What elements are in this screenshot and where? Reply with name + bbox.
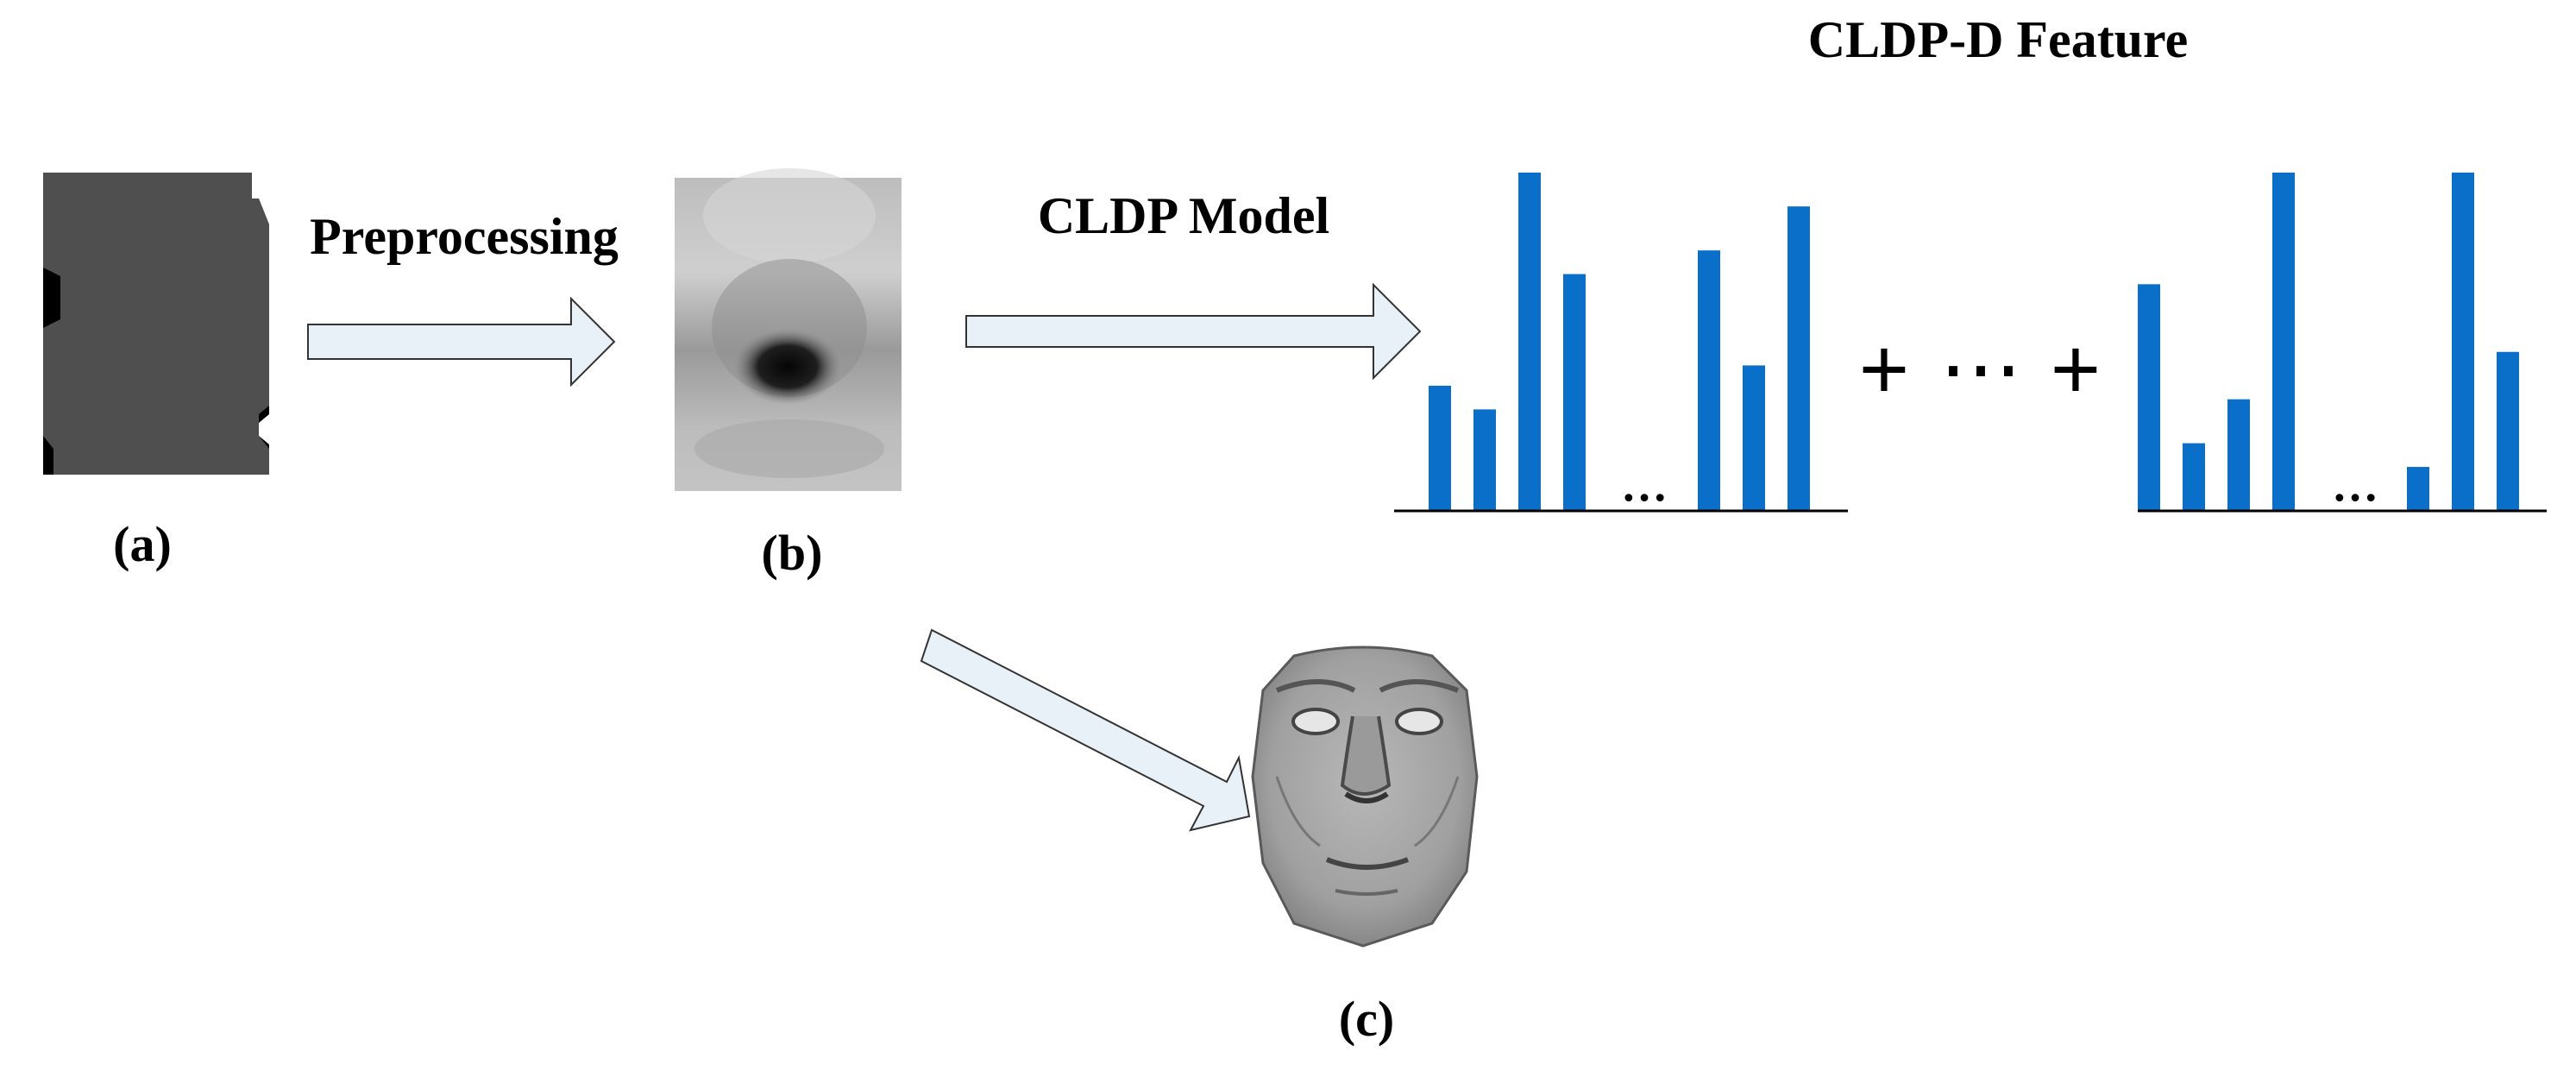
arrow-model (965, 282, 1422, 381)
arrow-to-mesh (920, 628, 1251, 832)
histogram-right-bar-1 (2138, 284, 2160, 511)
histogram-left (1429, 173, 1810, 511)
center-ellipsis: ⋯ (1939, 323, 2022, 415)
histogram-right-bar-3 (2227, 399, 2250, 511)
histogram-left-bar-4 (1563, 274, 1586, 511)
processed-face-image (675, 168, 902, 491)
histogram-left-bar-3 (1518, 173, 1541, 511)
histogram-right-bar-2 (2183, 443, 2205, 511)
histogram-left-bar-6 (1743, 365, 1765, 511)
histogram-right (2138, 173, 2519, 511)
3d-face-mesh-image (1251, 646, 1479, 948)
feature-title: CLDP-D Feature (1808, 11, 2188, 68)
histogram-right-bar-6 (2452, 173, 2474, 511)
label-a: (a) (113, 516, 172, 572)
plus-sign-left: + (1859, 321, 1909, 418)
histogram-left-ellipsis: … (1621, 459, 1668, 511)
histogram-right-ellipsis: … (2332, 459, 2378, 511)
plus-sign-right: + (2051, 321, 2101, 418)
histogram-right-bar-5 (2407, 467, 2429, 511)
histogram-left-bar-5 (1698, 250, 1720, 511)
histogram-right-bar-4 (2272, 173, 2295, 511)
label-c: (c) (1339, 991, 1394, 1047)
histogram-left-bar-2 (1473, 409, 1496, 511)
histogram-left-bar-7 (1787, 206, 1810, 511)
arrow-preprocessing (307, 296, 616, 387)
label-b: (b) (762, 525, 823, 581)
model-label: CLDP Model (1038, 187, 1329, 244)
histogram-right-bar-7 (2497, 351, 2519, 511)
preprocessing-label: Preprocessing (310, 208, 619, 265)
depth-map-image (43, 173, 269, 475)
histogram-left-bar-1 (1429, 385, 1451, 511)
